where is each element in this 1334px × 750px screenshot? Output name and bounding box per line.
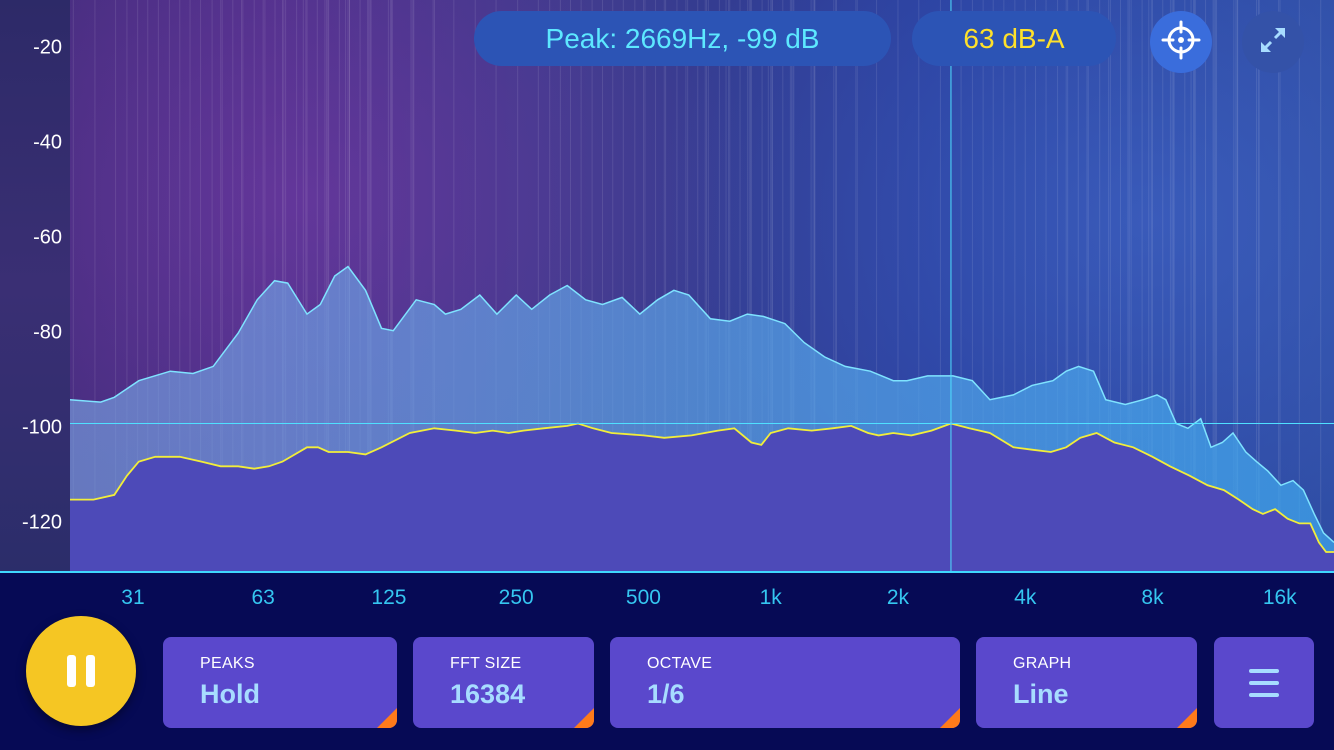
level-readout: 63 dB-A [912,11,1116,66]
y-tick-label: -100 [21,416,62,439]
y-tick-label: -40 [33,131,62,154]
peaks-label: PEAKS [200,655,255,672]
dropdown-corner-icon [1177,708,1197,728]
x-tick-label: 125 [371,586,407,609]
dropdown-corner-icon [940,708,960,728]
y-axis-band [0,0,70,573]
pause-icon [62,655,100,687]
crosshair-target-icon [1161,20,1201,64]
dropdown-corner-icon [377,708,397,728]
target-button[interactable] [1150,11,1212,73]
pause-button[interactable] [26,616,136,726]
peak-readout: Peak: 2669Hz, -99 dB [474,11,891,66]
hamburger-menu-icon [1249,665,1279,701]
x-tick-label: 1k [759,586,782,609]
graph-label: GRAPH [1013,655,1072,672]
octave-control[interactable]: OCTAVE 1/6 [610,637,960,728]
x-tick-label: 8k [1141,586,1164,609]
octave-label: OCTAVE [647,655,713,672]
peaks-value: Hold [200,679,260,709]
fft-size-value: 16384 [450,679,526,709]
menu-button[interactable] [1214,637,1314,728]
current-spectrum-line [70,422,1334,553]
octave-value: 1/6 [647,679,685,709]
x-tick-label: 63 [251,586,275,609]
x-tick-label: 2k [886,586,910,609]
x-tick-label: 31 [121,586,145,609]
current-spectrum-area [70,423,1334,571]
expand-arrows-icon [1257,24,1289,60]
y-tick-label: -80 [33,321,62,344]
y-tick-label: -60 [33,226,62,249]
x-tick-label: 16k [1262,586,1297,609]
fft-size-control[interactable]: FFT SIZE 16384 [413,637,594,728]
expand-button[interactable] [1242,11,1304,73]
x-tick-label: 4k [1014,586,1037,609]
x-tick-label: 500 [625,586,661,609]
fft-size-label: FFT SIZE [450,655,522,672]
graph-control[interactable]: GRAPH Line [976,637,1197,728]
y-tick-label: -20 [33,36,62,59]
x-tick-label: 250 [498,586,534,609]
y-tick-label: -120 [21,511,62,534]
spectrum-chart[interactable] [0,0,1334,573]
peaks-control[interactable]: PEAKS Hold [163,637,397,728]
graph-value: Line [1013,679,1069,709]
dropdown-corner-icon [574,708,594,728]
